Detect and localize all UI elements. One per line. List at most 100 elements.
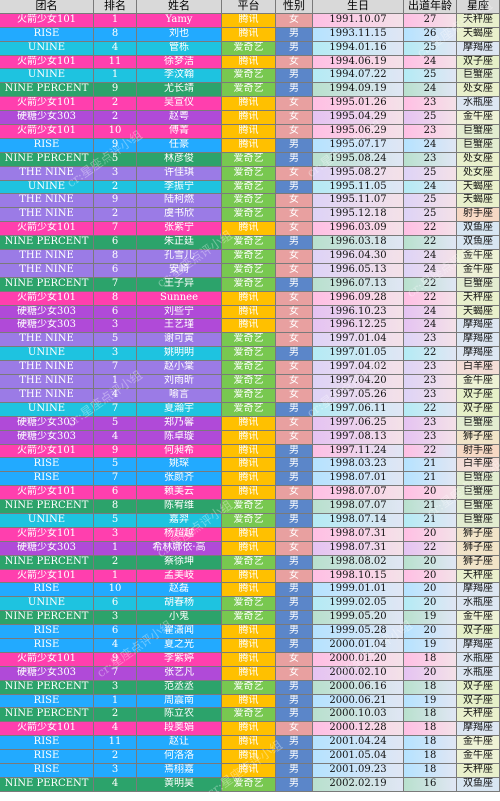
cell-name: 何昶希 [137, 444, 222, 459]
cell-gender: 男 [276, 180, 313, 195]
cell-birthday: 2001.04.24 [313, 736, 404, 751]
cell-birthday: 1995.01.26 [313, 97, 404, 112]
cell-name: 徐梦洁 [137, 55, 222, 70]
cell-name: 虞书欣 [137, 208, 222, 223]
cell-zodiac: 金牛座 [457, 111, 500, 126]
cell-debut-age: 22 [404, 291, 457, 306]
cell-debut-age: 24 [404, 305, 457, 320]
cell-zodiac: 巨蟹座 [457, 472, 500, 487]
cell-platform: 腾讯 [222, 138, 276, 153]
cell-debut-age: 20 [404, 527, 457, 542]
cell-gender: 男 [276, 347, 313, 362]
cell-debut-age: 22 [404, 444, 457, 459]
cell-birthday: 1998.07.31 [313, 527, 404, 542]
cell-gender: 女 [276, 361, 313, 376]
cell-rank: 6 [94, 486, 137, 501]
cell-platform: 腾讯 [222, 305, 276, 320]
cell-debut-age: 20 [404, 666, 457, 681]
cell-platform: 爱奇艺 [222, 388, 276, 403]
cell-debut-age: 18 [404, 763, 457, 778]
header-platform: 平台 [222, 0, 276, 14]
cell-team: 火箭少女101 [0, 444, 94, 459]
cell-birthday: 1995.07.17 [313, 138, 404, 153]
cell-name: Yamy [137, 13, 222, 28]
cell-team: NINE PERCENT [0, 152, 94, 167]
cell-zodiac: 双子座 [457, 694, 500, 709]
cell-birthday: 1998.08.02 [313, 555, 404, 570]
cell-zodiac: 天蝎座 [457, 27, 500, 42]
cell-rank: 3 [94, 319, 137, 334]
cell-team: RISE [0, 694, 94, 709]
cell-debut-age: 25 [404, 41, 457, 56]
cell-zodiac: 金牛座 [457, 736, 500, 751]
cell-rank: 4 [94, 777, 137, 792]
cell-platform: 腾讯 [222, 666, 276, 681]
cell-rank: 2 [94, 750, 137, 764]
cell-rank: 9 [94, 83, 137, 98]
cell-platform: 爱奇艺 [222, 347, 276, 362]
cell-rank: 5 [94, 152, 137, 167]
cell-gender: 女 [276, 722, 313, 737]
cell-zodiac: 水瓶座 [457, 597, 500, 612]
cell-birthday: 1999.05.20 [313, 611, 404, 626]
cell-name: 刘也 [137, 27, 222, 42]
cell-gender: 男 [276, 458, 313, 473]
cell-gender: 女 [276, 166, 313, 181]
cell-birthday: 1999.05.28 [313, 625, 404, 639]
cell-rank: 6 [94, 597, 137, 612]
cell-birthday: 1996.07.13 [313, 277, 404, 292]
cell-birthday: 2000.01.04 [313, 638, 404, 653]
cell-gender: 男 [276, 597, 313, 612]
cell-zodiac: 双鱼座 [457, 222, 500, 237]
cell-rank: 1 [94, 69, 137, 84]
cell-platform: 腾讯 [222, 652, 276, 667]
cell-zodiac: 天秤座 [457, 291, 500, 306]
cell-name: 刘雨昕 [137, 375, 222, 389]
cell-birthday: 1997.11.24 [313, 444, 404, 459]
cell-name: 张艺凡 [137, 666, 222, 681]
cell-zodiac: 双子座 [457, 55, 500, 70]
cell-birthday: 1998.03.23 [313, 458, 404, 473]
cell-rank: 1 [94, 375, 137, 389]
cell-zodiac: 摩羯座 [457, 722, 500, 737]
cell-team: 硬糖少女303 [0, 305, 94, 320]
cell-platform: 腾讯 [222, 486, 276, 501]
cell-gender: 女 [276, 527, 313, 542]
cell-debut-age: 23 [404, 430, 457, 445]
cell-name: 小鬼 [137, 611, 222, 626]
cell-team: 火箭少女101 [0, 291, 94, 306]
cell-debut-age: 18 [404, 736, 457, 751]
cell-rank: 3 [94, 527, 137, 542]
cell-birthday: 1995.06.29 [313, 125, 404, 139]
cell-zodiac: 狮子座 [457, 541, 500, 556]
cell-platform: 腾讯 [222, 458, 276, 473]
cell-debut-age: 20 [404, 597, 457, 612]
cell-birthday: 1998.07.07 [313, 500, 404, 514]
cell-debut-age: 24 [404, 55, 457, 70]
cell-birthday: 1997.05.26 [313, 388, 404, 403]
cell-debut-age: 23 [404, 361, 457, 376]
cell-team: 火箭少女101 [0, 652, 94, 667]
cell-debut-age: 23 [404, 333, 457, 348]
cell-zodiac: 狮子座 [457, 527, 500, 542]
cell-birthday: 1998.07.01 [313, 472, 404, 487]
cell-zodiac: 双子座 [457, 680, 500, 695]
cell-gender: 男 [276, 555, 313, 570]
cell-rank: 5 [94, 333, 137, 348]
cell-rank: 6 [94, 625, 137, 639]
cell-team: UNINE [0, 347, 94, 362]
cell-debut-age: 20 [404, 583, 457, 598]
cell-birthday: 1995.11.05 [313, 180, 404, 195]
cell-birthday: 1996.05.13 [313, 263, 404, 278]
cell-gender: 女 [276, 97, 313, 112]
cell-team: NINE PERCENT [0, 83, 94, 98]
cell-zodiac: 水瓶座 [457, 652, 500, 667]
header-rank: 排名 [94, 0, 137, 14]
cell-name: 张颜齐 [137, 472, 222, 487]
cell-name: 赵小棠 [137, 361, 222, 376]
cell-platform: 爱奇艺 [222, 680, 276, 695]
cell-rank: 8 [94, 291, 137, 306]
cell-zodiac: 白羊座 [457, 458, 500, 473]
cell-debut-age: 25 [404, 166, 457, 181]
cell-platform: 爱奇艺 [222, 69, 276, 84]
